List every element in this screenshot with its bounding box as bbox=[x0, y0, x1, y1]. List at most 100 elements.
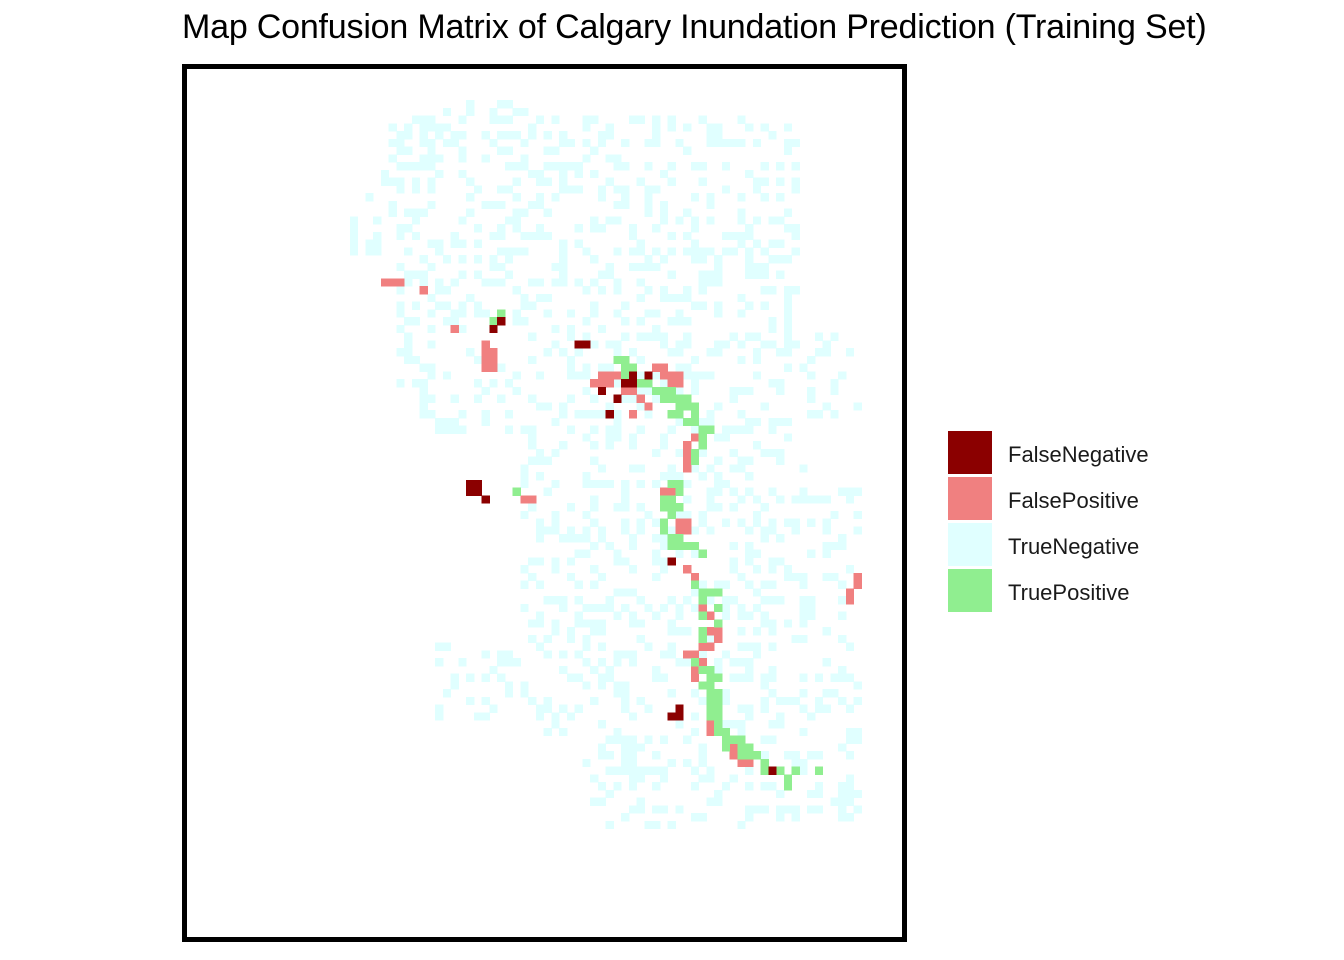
false-positive-cell bbox=[419, 286, 428, 295]
true-positive-cell bbox=[659, 495, 668, 504]
true-negative-cell bbox=[535, 472, 544, 481]
true-negative-cell bbox=[791, 813, 800, 822]
true-negative-cell bbox=[512, 193, 521, 202]
true-negative-cell bbox=[845, 735, 862, 744]
true-negative-cell bbox=[690, 727, 699, 736]
true-negative-cell bbox=[597, 743, 606, 752]
true-negative-cell bbox=[528, 332, 537, 341]
true-negative-cell bbox=[853, 402, 862, 411]
true-negative-cell bbox=[442, 107, 451, 116]
true-negative-cell bbox=[419, 394, 436, 403]
true-negative-cell bbox=[745, 541, 754, 550]
true-negative-cell bbox=[768, 131, 777, 140]
true-negative-cell bbox=[512, 317, 529, 326]
true-negative-cell bbox=[628, 464, 645, 473]
true-negative-cell bbox=[745, 123, 754, 132]
true-negative-cell bbox=[582, 658, 591, 667]
true-positive-cell bbox=[714, 619, 723, 628]
true-negative-cell bbox=[737, 627, 746, 636]
true-negative-cell bbox=[590, 518, 599, 527]
true-negative-cell bbox=[481, 696, 490, 705]
true-positive-cell bbox=[721, 727, 730, 736]
true-negative-cell bbox=[559, 665, 568, 674]
true-positive-cell bbox=[783, 774, 792, 783]
true-negative-cell bbox=[551, 510, 560, 519]
true-negative-cell bbox=[799, 580, 808, 589]
true-negative-cell bbox=[613, 503, 630, 512]
true-negative-cell bbox=[613, 200, 630, 209]
true-negative-cell bbox=[667, 619, 676, 628]
true-negative-cell bbox=[535, 371, 544, 380]
false-negative-cell bbox=[613, 394, 622, 403]
true-negative-cell bbox=[473, 712, 490, 721]
true-negative-cell bbox=[752, 177, 769, 186]
true-negative-cell bbox=[768, 487, 777, 496]
true-negative-cell bbox=[652, 534, 668, 543]
true-negative-cell bbox=[621, 495, 630, 504]
true-negative-cell bbox=[512, 177, 521, 186]
true-negative-cell bbox=[349, 216, 358, 225]
true-negative-cell bbox=[528, 557, 544, 566]
true-negative-cell bbox=[760, 448, 785, 457]
true-negative-cell bbox=[636, 425, 645, 434]
true-negative-cell bbox=[776, 162, 785, 171]
true-negative-cell bbox=[497, 650, 513, 659]
false-positive-cell bbox=[380, 278, 389, 287]
true-negative-cell bbox=[698, 417, 715, 426]
true-negative-cell bbox=[590, 340, 599, 349]
true-negative-cell bbox=[768, 720, 785, 729]
true-negative-cell bbox=[737, 410, 746, 419]
true-negative-cell bbox=[783, 565, 792, 574]
true-negative-cell bbox=[721, 696, 730, 705]
true-negative-cell bbox=[535, 193, 544, 202]
true-negative-cell bbox=[574, 239, 583, 248]
true-negative-cell bbox=[535, 448, 544, 457]
true-negative-cell bbox=[644, 200, 653, 209]
true-negative-cell bbox=[714, 301, 723, 310]
true-negative-cell bbox=[690, 689, 699, 698]
true-negative-cell bbox=[706, 766, 715, 775]
true-negative-cell bbox=[551, 565, 560, 574]
false-positive-cell bbox=[706, 727, 715, 736]
true-negative-cell bbox=[745, 169, 754, 178]
false-positive-cell bbox=[714, 634, 723, 643]
false-positive-cell bbox=[667, 379, 676, 388]
true-positive-cell bbox=[714, 673, 723, 682]
true-negative-cell bbox=[481, 673, 490, 682]
true-negative-cell bbox=[566, 627, 575, 636]
false-positive-cell bbox=[683, 441, 692, 450]
true-negative-cell bbox=[745, 472, 754, 481]
true-negative-cell bbox=[497, 363, 506, 372]
true-negative-cell bbox=[628, 224, 637, 233]
true-negative-cell bbox=[551, 627, 560, 636]
true-negative-cell bbox=[621, 813, 630, 822]
true-negative-cell bbox=[458, 255, 467, 264]
true-negative-cell bbox=[659, 208, 668, 217]
true-negative-cell bbox=[396, 231, 405, 240]
true-negative-cell bbox=[628, 541, 637, 550]
true-negative-cell bbox=[760, 673, 777, 682]
true-negative-cell bbox=[783, 572, 808, 581]
true-negative-cell bbox=[590, 216, 599, 225]
true-negative-cell bbox=[489, 665, 498, 674]
true-negative-cell bbox=[551, 448, 560, 457]
true-positive-cell bbox=[752, 751, 761, 760]
true-negative-cell bbox=[528, 634, 537, 643]
true-negative-cell bbox=[760, 301, 769, 310]
true-positive-cell bbox=[698, 665, 707, 674]
false-positive-cell bbox=[388, 278, 397, 287]
true-negative-cell bbox=[458, 154, 467, 163]
true-negative-cell bbox=[520, 154, 529, 163]
true-negative-cell bbox=[450, 681, 459, 690]
true-negative-cell bbox=[776, 193, 785, 202]
false-positive-cell bbox=[690, 673, 699, 682]
false-negative-cell bbox=[582, 340, 591, 349]
true-negative-cell bbox=[760, 619, 777, 628]
true-negative-cell bbox=[590, 169, 599, 178]
false-positive-cell bbox=[628, 410, 637, 419]
true-negative-cell bbox=[659, 541, 668, 550]
true-negative-cell bbox=[473, 355, 482, 364]
true-negative-cell bbox=[675, 216, 684, 225]
true-negative-cell bbox=[636, 797, 645, 806]
false-positive-cell bbox=[845, 588, 854, 597]
